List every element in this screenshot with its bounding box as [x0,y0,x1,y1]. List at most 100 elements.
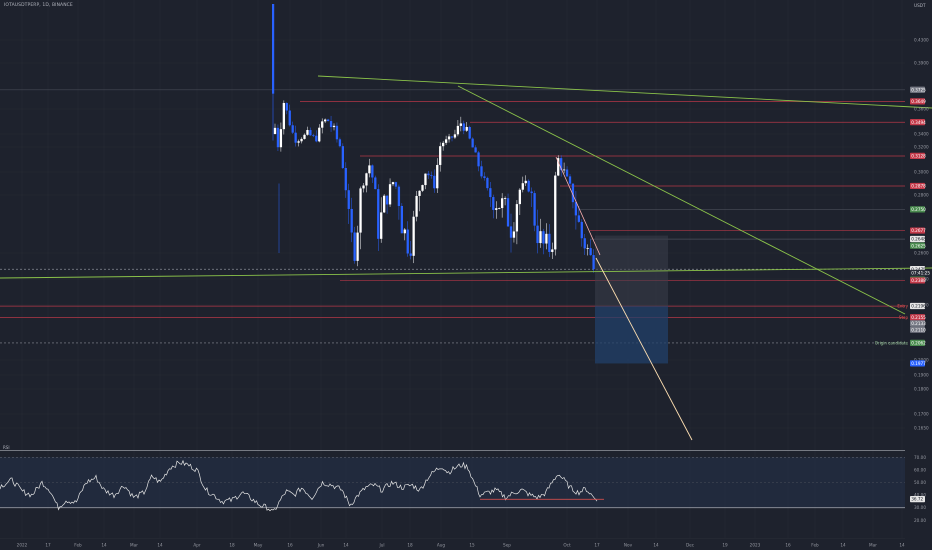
price-tag-8: 0.2625 [911,243,926,248]
candle-49 [418,190,421,196]
time-tick-17: Oct [563,543,571,548]
price-tick-5: 0.3000 [914,170,929,175]
stop-zone [595,306,668,364]
candle-46 [409,253,412,256]
time-tick-13: 18 [407,543,413,548]
price-tick-0: 0.4300 [914,38,929,43]
candle-94 [551,249,554,252]
price-tag-bg-18 [910,360,925,367]
time-tick-5: 14 [157,543,163,548]
candle-8 [297,141,300,143]
candle-50 [421,185,424,191]
candle-92 [545,233,548,244]
candle-55 [436,164,439,189]
candle-34 [374,177,377,190]
candle-97 [560,158,563,171]
candle-3 [282,102,285,130]
price-tick-13: 0.1700 [914,412,929,417]
price-tag-17: 0.2062 [911,340,926,345]
price-tag-bg-5 [910,206,925,213]
candle-28 [356,232,359,261]
candle-24 [344,167,347,191]
rsi-tick-3: 40.00 [914,493,926,498]
candle-86 [527,180,530,192]
candle-99 [565,169,569,177]
candle-43 [400,205,403,234]
price-tag-10: 07:41:25 [911,270,930,275]
candle-102 [574,202,578,216]
candle-30 [362,185,365,189]
price-tag-bg-8 [910,242,925,249]
time-tick-21: Dec [686,543,695,548]
candles [272,4,595,273]
candle-62 [456,125,460,135]
price-tag-4: 0.2878 [911,184,926,189]
candle-29 [359,188,362,233]
candle-76 [498,208,501,209]
candle-72 [486,177,489,189]
candle-37 [383,195,386,213]
rsi-current-bg [910,496,925,503]
time-tick-12: Jul [378,543,384,548]
candle-108 [592,255,595,270]
trendline-top [317,75,932,109]
rsi-tick-1: 60.00 [914,467,926,472]
projection-line [595,257,693,441]
candle-36 [380,212,383,239]
price-tag-bg-15 [910,320,925,327]
time-tick-8: May [254,543,263,548]
candle-0 [273,127,277,134]
candle-42 [397,186,401,206]
candle-69 [477,152,480,167]
price-tick-3: 0.3400 [914,132,929,137]
time-axis: 2022 17 Feb 14 Mar 14 Apr 18 May 16 Jun 14 Jul 18 Aug 1… [17,543,905,548]
price-tag-5: 0.2750 [911,207,926,212]
candle-31 [365,173,368,186]
candle-10 [303,134,306,139]
candle-44 [403,229,406,234]
candle-20 [332,125,336,128]
price-tag-16: 0.2110 [911,327,926,332]
time-tick-20: 14 [653,543,659,548]
time-tick-3: 14 [101,543,107,548]
price-tag-9: 0.2475 [911,267,926,272]
candle-84 [521,183,524,190]
symbol-header: IOTAUSDTPERP, 1D, BINANCE [4,3,73,8]
candle-57 [442,142,445,147]
rsi-current-value: 36.72 [911,497,923,502]
candle-16 [321,121,324,128]
candle-35 [377,189,380,239]
price-tag-bg-13 [910,302,925,310]
candle-91 [542,231,545,244]
candle-6 [291,125,294,133]
candle-83 [518,189,521,205]
candle-106 [586,248,589,249]
candle-67 [471,138,474,148]
candle-88 [533,193,536,226]
time-tick-27: Mar [869,543,877,548]
time-tick-2: Feb [74,543,82,548]
candle-100 [568,176,572,184]
candle-89 [536,225,539,244]
price-tick-11: 0.1900 [914,373,929,378]
time-tick-18: 17 [594,543,600,548]
candle-21 [335,125,339,140]
candle-19 [329,121,333,128]
candle-26 [350,208,353,233]
candle-101 [571,183,575,203]
time-tick-24: 16 [785,543,791,548]
candle-107 [589,248,592,256]
candle-13 [312,135,315,137]
price-tag-bg-17 [910,339,925,346]
time-tick-10: Jun [317,543,325,548]
price-tag-bg-12 [910,277,925,284]
price-tick-4: 0.3200 [914,145,929,150]
candle-51 [424,173,427,186]
annotation-1: Stop [899,315,909,320]
time-tick-16: Sep [503,543,511,548]
price-tick-1: 0.3900 [914,61,929,66]
trendline-short [555,156,601,256]
price-tag-bg-16 [910,326,925,333]
